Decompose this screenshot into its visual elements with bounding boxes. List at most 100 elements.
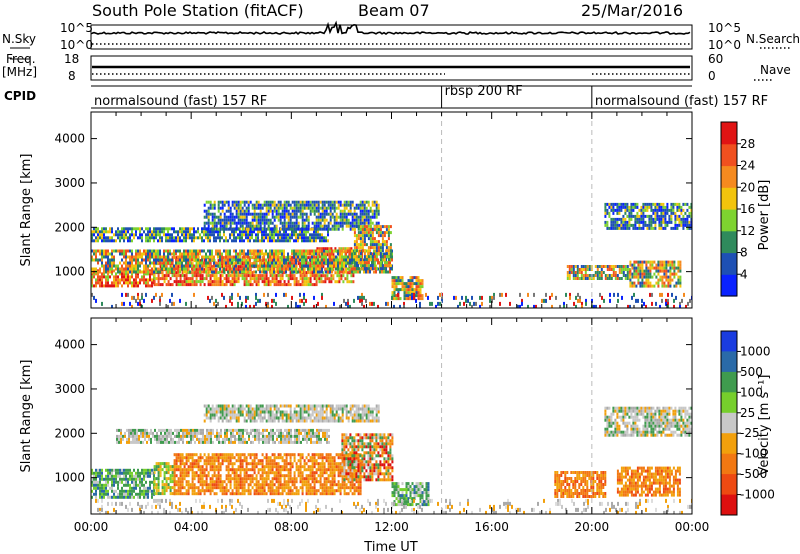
power-ytick-label: 1000 [54, 265, 85, 279]
cpid-segment-label: rbsp 200 RF [445, 84, 523, 99]
velocity-echo-band [91, 468, 155, 499]
colorbar-swatch [721, 230, 737, 254]
velocity-panel: 1000 2000 3000 4000 00:00 04:00 08:00 12:00 16:0… [19, 317, 710, 554]
cpid-panel: normalsound (fast) 157 RF rbsp 200 RF norm… [91, 84, 768, 109]
colorbar-swatch [721, 453, 737, 475]
time-xtick-label: 16:00 [474, 520, 509, 534]
colorbar-tick-label: 4 [740, 267, 748, 281]
colorbar-swatch [721, 494, 737, 516]
power-ylabel: Slant Range [km] [19, 154, 34, 267]
power-echo-band [391, 276, 424, 301]
power-panel: 1000 2000 3000 4000 Slant Range [km] [19, 111, 693, 309]
power-echo-band [203, 200, 380, 231]
cpid-label: CPID [4, 89, 36, 103]
colorbar-tick-label: -500 [740, 467, 767, 481]
velocity-colorbar: 1000 500 100 25 -25 -100 -500 -1000 [720, 330, 775, 516]
colorbar-tick-label: 20 [740, 180, 755, 194]
colorbar-tick-label: 500 [740, 365, 763, 379]
colorbar-tick-label: 25 [740, 406, 755, 420]
power-echo-band [353, 225, 392, 271]
velocity-echo-band [173, 453, 362, 496]
noise-right-tick-bottom: 10^0 [708, 38, 741, 52]
beam-label: Beam 07 [358, 1, 430, 20]
power-ytick-label: 3000 [54, 176, 85, 190]
velocity-echo-band [604, 406, 692, 437]
velocity-ylabel: Slant Range [km] [19, 360, 34, 473]
velocity-echo-band [116, 428, 330, 444]
colorbar-swatch [721, 274, 737, 297]
power-echo-band [91, 292, 692, 308]
colorbar-tick-label: 28 [740, 137, 755, 151]
colorbar-swatch [721, 187, 737, 210]
colorbar-swatch [721, 474, 737, 495]
frequency-panel-frame [90, 55, 693, 81]
velocity-colorbar-label: Velocity [m s⁻¹] [757, 375, 772, 476]
velocity-echo-band [153, 462, 176, 496]
velocity-echo-band [95, 498, 692, 514]
power-colorbar: 4 8 12 16 20 24 28 [720, 121, 755, 297]
time-xlabel: Time UT [363, 540, 417, 554]
noise-left-tick-top: 10^5 [60, 21, 93, 35]
colorbar-swatch [721, 143, 737, 167]
power-colorbar-label: Power [dB] [757, 180, 772, 251]
time-xtick-label: 12:00 [374, 520, 409, 534]
colorbar-swatch [721, 252, 737, 275]
velocity-ytick-label: 2000 [54, 426, 85, 440]
noise-left-tick-bottom: 10^0 [60, 38, 93, 52]
time-xtick-label: 20:00 [575, 520, 610, 534]
velocity-echo-band [203, 404, 380, 423]
colorbar-tick-label: 24 [740, 159, 755, 173]
colorbar-tick-label: 16 [740, 202, 755, 216]
colorbar-swatch [721, 165, 737, 188]
power-echo-band [91, 227, 329, 243]
freq-unit-label: [MHz] [2, 65, 37, 79]
colorbar-swatch [721, 412, 737, 434]
velocity-ytick-label: 1000 [54, 471, 85, 485]
power-heatmap [91, 112, 692, 308]
time-xtick-label: 00:00 [675, 520, 710, 534]
velocity-heatmap [91, 318, 692, 514]
colorbar-swatch [721, 371, 737, 393]
colorbar-tick-label: -1000 [740, 488, 775, 502]
colorbar-swatch [721, 209, 737, 232]
colorbar-swatch [721, 351, 737, 373]
nsky-label: N.Sky [2, 32, 36, 46]
date-label: 25/Mar/2016 [581, 1, 683, 20]
power-ytick-label: 4000 [54, 132, 85, 146]
velocity-echo-band [391, 482, 430, 507]
noise-panel: 10^5 10^0 10^5 10^0 [10, 20, 741, 60]
colorbar-tick-label: 12 [740, 224, 755, 238]
frequency-panel: 18 8 60 0 [64, 52, 723, 83]
noise-panel-frame [90, 24, 693, 50]
nsky-series-line [91, 20, 691, 35]
colorbar-swatch [721, 392, 737, 414]
velocity-ytick-label: 3000 [54, 382, 85, 396]
nave-tick-bottom: 0 [708, 69, 716, 83]
cpid-segment-label: normalsound (fast) 157 RF [595, 94, 768, 109]
nave-tick-top: 60 [708, 52, 723, 66]
station-title: South Pole Station (fitACF) [92, 1, 304, 20]
freq-tick-top: 18 [64, 52, 79, 66]
velocity-ytick-label: 4000 [54, 338, 85, 352]
colorbar-tick-label: -25 [740, 426, 760, 440]
time-xtick-label: 04:00 [174, 520, 209, 534]
cpid-segment-label: normalsound (fast) 157 RF [94, 94, 267, 109]
time-xtick-label: 08:00 [274, 520, 309, 534]
velocity-echo-band [554, 471, 607, 498]
nsearch-label: N.Search [746, 32, 800, 46]
power-echo-band [604, 202, 692, 230]
colorbar-swatch [721, 433, 737, 455]
colorbar-swatch [721, 331, 737, 352]
freq-tick-bottom: 8 [68, 69, 76, 83]
velocity-echo-band [341, 433, 394, 482]
power-echo-band [566, 265, 631, 280]
colorbar-tick-label: 100 [740, 385, 763, 399]
power-echo-band [629, 260, 682, 288]
time-xtick-label: 00:00 [74, 520, 109, 534]
colorbar-tick-label: 1000 [740, 344, 771, 358]
velocity-echo-band [616, 466, 681, 497]
power-ytick-label: 2000 [54, 220, 85, 234]
colorbar-tick-label: 8 [740, 246, 748, 260]
noise-right-tick-top: 10^5 [708, 21, 741, 35]
